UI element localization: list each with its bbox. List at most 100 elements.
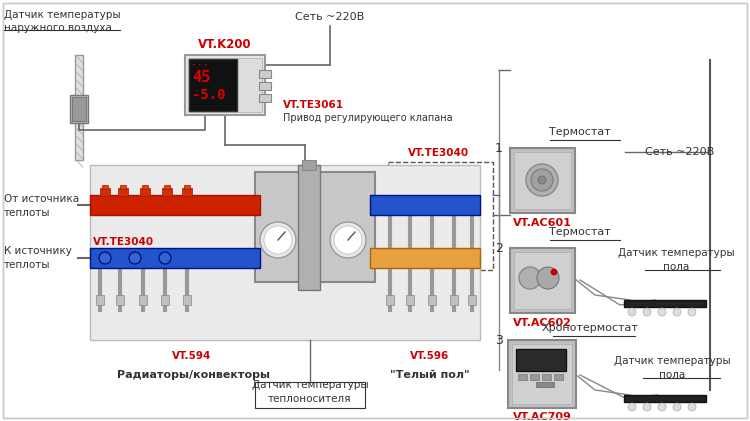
Text: VT.TE3040: VT.TE3040 bbox=[408, 148, 470, 158]
Bar bbox=[120, 185, 126, 189]
Bar bbox=[406, 295, 414, 305]
Text: Сеть ~220В: Сеть ~220В bbox=[645, 147, 715, 157]
Bar bbox=[255, 172, 375, 282]
Bar bbox=[116, 295, 124, 305]
Bar bbox=[90, 165, 480, 340]
Bar bbox=[530, 374, 539, 380]
Circle shape bbox=[531, 169, 553, 191]
Text: 45: 45 bbox=[192, 69, 210, 85]
Bar bbox=[542, 374, 551, 380]
Bar bbox=[512, 344, 572, 404]
Bar bbox=[554, 374, 563, 380]
Bar bbox=[516, 349, 566, 371]
Circle shape bbox=[643, 308, 651, 316]
Circle shape bbox=[628, 308, 636, 316]
Circle shape bbox=[658, 308, 666, 316]
Text: "Телый пол": "Телый пол" bbox=[390, 370, 470, 380]
Text: VT.AC601: VT.AC601 bbox=[512, 218, 572, 228]
Bar bbox=[184, 185, 190, 189]
Circle shape bbox=[688, 308, 696, 316]
Text: Датчик температуры
пола: Датчик температуры пола bbox=[614, 357, 730, 380]
Bar bbox=[518, 374, 527, 380]
Text: От источника
теплоты: От источника теплоты bbox=[4, 195, 80, 218]
Bar bbox=[70, 95, 88, 123]
Bar bbox=[468, 295, 476, 305]
Bar bbox=[90, 195, 260, 215]
Bar bbox=[370, 195, 480, 215]
Bar bbox=[75, 55, 83, 160]
Text: Привод регулирующего клапана: Привод регулирующего клапана bbox=[283, 113, 452, 123]
Text: Датчик температуры
пола: Датчик температуры пола bbox=[618, 248, 734, 272]
Bar bbox=[96, 295, 104, 305]
Text: -5.0: -5.0 bbox=[192, 88, 226, 102]
Bar bbox=[255, 382, 365, 408]
Circle shape bbox=[537, 267, 559, 289]
Bar bbox=[388, 162, 493, 270]
Bar bbox=[72, 97, 86, 121]
Bar bbox=[302, 160, 316, 170]
Circle shape bbox=[526, 164, 558, 196]
Circle shape bbox=[99, 252, 111, 264]
Bar bbox=[259, 70, 271, 78]
Circle shape bbox=[538, 176, 546, 184]
Bar bbox=[140, 188, 150, 196]
Circle shape bbox=[330, 222, 366, 258]
Text: К источнику
теплоты: К источнику теплоты bbox=[4, 246, 72, 269]
Bar bbox=[259, 94, 271, 102]
Text: VT.AC602: VT.AC602 bbox=[512, 318, 572, 328]
Bar bbox=[162, 188, 172, 196]
Bar bbox=[450, 295, 458, 305]
Text: 1: 1 bbox=[495, 141, 503, 155]
Circle shape bbox=[643, 403, 651, 411]
Text: VT.596: VT.596 bbox=[410, 351, 450, 361]
Bar bbox=[142, 185, 148, 189]
Text: 2: 2 bbox=[495, 242, 503, 255]
Bar bbox=[510, 248, 575, 313]
Text: VT.594: VT.594 bbox=[172, 351, 211, 361]
Bar bbox=[90, 248, 260, 268]
Bar bbox=[514, 252, 571, 309]
Bar bbox=[428, 295, 436, 305]
Text: Термостат: Термостат bbox=[549, 127, 610, 137]
Text: · · ·: · · · bbox=[192, 61, 208, 69]
Text: VT.TE3040: VT.TE3040 bbox=[93, 237, 154, 247]
Circle shape bbox=[628, 403, 636, 411]
Circle shape bbox=[159, 252, 171, 264]
Bar bbox=[139, 295, 147, 305]
Bar bbox=[370, 248, 480, 268]
Circle shape bbox=[658, 403, 666, 411]
Text: Термостат: Термостат bbox=[549, 227, 610, 237]
Text: VT.TE3061: VT.TE3061 bbox=[283, 100, 344, 110]
Circle shape bbox=[260, 222, 296, 258]
Text: Хронотермостат: Хронотермостат bbox=[542, 323, 638, 333]
Bar bbox=[182, 188, 192, 196]
Bar bbox=[536, 382, 554, 387]
Bar bbox=[188, 58, 262, 112]
Circle shape bbox=[688, 403, 696, 411]
Bar bbox=[510, 148, 575, 213]
Bar bbox=[118, 188, 128, 196]
Bar bbox=[183, 295, 191, 305]
Bar bbox=[624, 395, 706, 402]
Bar bbox=[164, 185, 170, 189]
Bar bbox=[298, 165, 320, 290]
Bar bbox=[189, 59, 237, 111]
Text: Датчик температуры
наружного воздуха: Датчик температуры наружного воздуха bbox=[4, 10, 121, 33]
Bar bbox=[161, 295, 169, 305]
Bar bbox=[102, 185, 108, 189]
Text: Радиаторы/конвекторы: Радиаторы/конвекторы bbox=[116, 370, 269, 380]
Circle shape bbox=[673, 308, 681, 316]
Text: Датчик температуры
теплоносителя: Датчик температуры теплоносителя bbox=[252, 381, 368, 404]
Bar bbox=[185, 55, 265, 115]
Circle shape bbox=[129, 252, 141, 264]
Circle shape bbox=[673, 403, 681, 411]
Text: VT.K200: VT.K200 bbox=[198, 38, 252, 51]
Bar bbox=[514, 152, 571, 209]
Bar bbox=[386, 295, 394, 305]
Text: 3: 3 bbox=[495, 333, 503, 346]
Circle shape bbox=[551, 269, 557, 275]
Text: Сеть ~220В: Сеть ~220В bbox=[296, 12, 364, 22]
Circle shape bbox=[519, 267, 541, 289]
Circle shape bbox=[264, 226, 292, 254]
Bar bbox=[259, 82, 271, 90]
